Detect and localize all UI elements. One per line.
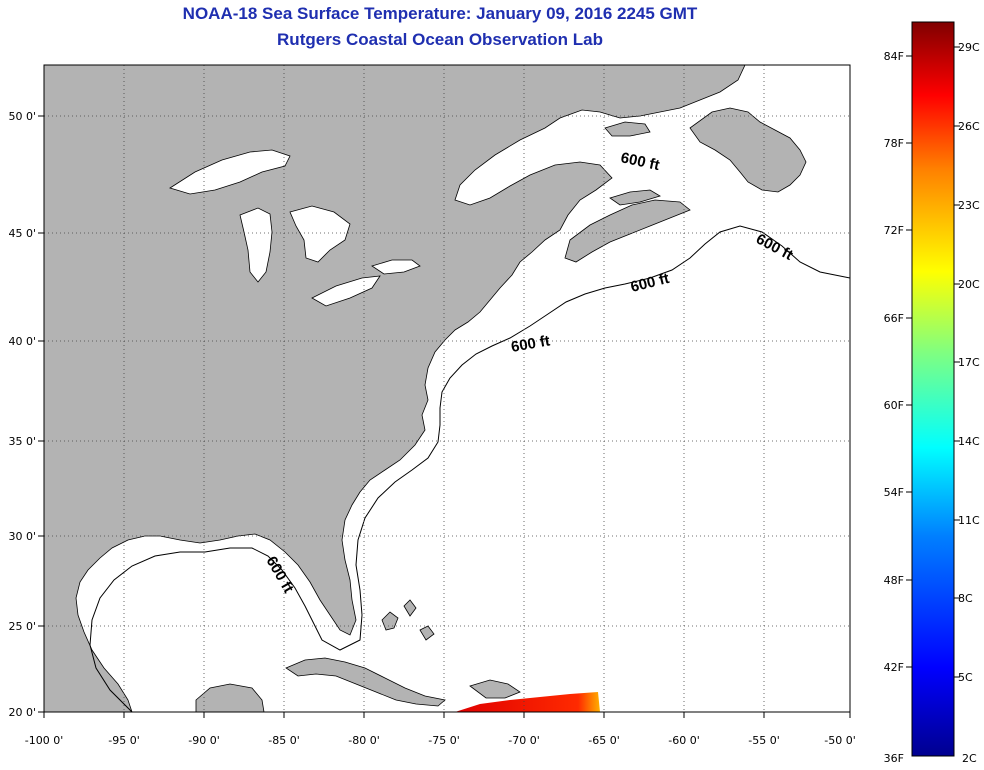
map-subtitle: Rutgers Coastal Ocean Observation Lab: [277, 30, 603, 49]
lake-erie: [311, 275, 381, 307]
yucatan-land: [195, 683, 265, 712]
lat-tick-label: 35 0': [8, 435, 36, 448]
lon-tick-label: -90 0': [188, 734, 220, 747]
colorbar-f-label: 42F: [884, 661, 904, 674]
colorbar-f-label: 66F: [884, 312, 904, 325]
lon-tick-label: -50 0': [824, 734, 856, 747]
newfoundland-land: [689, 107, 807, 193]
longitude-labels: -100 0' -95 0' -90 0' -85 0' -80 0' -75 …: [25, 734, 856, 747]
colorbar-c-label: 20C: [958, 278, 980, 291]
sst-data-swath: [455, 692, 600, 712]
colorbar-c-label: 8C: [958, 592, 973, 605]
lake-michigan: [239, 207, 273, 283]
colorbar-ticks: [906, 46, 960, 678]
lon-tick-label: -100 0': [25, 734, 63, 747]
lon-tick-label: -55 0': [748, 734, 780, 747]
colorbar-f-label: 72F: [884, 224, 904, 237]
lon-tick-label: -85 0': [268, 734, 300, 747]
bahamas-land: [381, 599, 435, 641]
colorbar-c-label: 23C: [958, 199, 980, 212]
contour-label: 600 ft: [510, 332, 552, 356]
lon-tick-label: -80 0': [348, 734, 380, 747]
latitude-labels: 50 0' 45 0' 40 0' 35 0' 30 0' 25 0' 20 0…: [8, 110, 36, 719]
colorbar-f-label: 60F: [884, 399, 904, 412]
colorbar-c-label: 5C: [958, 671, 973, 684]
pei-land: [609, 189, 661, 206]
colorbar-c-label: 2C: [962, 752, 977, 765]
lake-huron: [289, 205, 351, 263]
lat-tick-label: 45 0': [8, 227, 36, 240]
lat-tick-label: 20 0': [8, 706, 36, 719]
nova-scotia-land: [564, 199, 691, 263]
lon-tick-label: -95 0': [108, 734, 140, 747]
lon-tick-label: -75 0': [428, 734, 460, 747]
colorbar-f-label: 54F: [884, 486, 904, 499]
colorbar-c-label: 17C: [958, 356, 980, 369]
map-frame: [43, 64, 851, 713]
lon-tick-label: -65 0': [588, 734, 620, 747]
colorbar-f-label: 48F: [884, 574, 904, 587]
colorbar-c-label: 14C: [958, 435, 980, 448]
colorbar-f-label: 84F: [884, 50, 904, 63]
hispaniola-land: [469, 679, 521, 699]
fahrenheit-labels: 84F 78F 72F 66F 60F 54F 48F 42F 36F: [884, 50, 904, 765]
map-title: NOAA-18 Sea Surface Temperature: January…: [182, 4, 698, 23]
colorbar: [911, 21, 955, 757]
lat-tick-label: 40 0': [8, 335, 36, 348]
celsius-labels: 29C 26C 23C 20C 17C 14C 11C 8C 5C 2C: [958, 41, 980, 765]
lat-tick-label: 30 0': [8, 530, 36, 543]
lon-tick-label: -70 0': [508, 734, 540, 747]
lake-superior: [169, 149, 291, 195]
colorbar-f-label: 78F: [884, 137, 904, 150]
cuba-land: [285, 657, 446, 707]
contour-600ft: [89, 225, 850, 712]
colorbar-c-label: 26C: [958, 120, 980, 133]
anticosti-land: [604, 121, 651, 137]
lat-tick-label: 50 0': [8, 110, 36, 123]
lat-tick-label: 25 0': [8, 620, 36, 633]
north-america-land: [44, 65, 746, 712]
colorbar-f-label: 36F: [884, 752, 904, 765]
lon-tick-label: -60 0': [668, 734, 700, 747]
axis-ticks: [38, 115, 851, 718]
lake-ontario: [371, 259, 421, 275]
colorbar-c-label: 29C: [958, 41, 980, 54]
colorbar-c-label: 11C: [958, 514, 980, 527]
